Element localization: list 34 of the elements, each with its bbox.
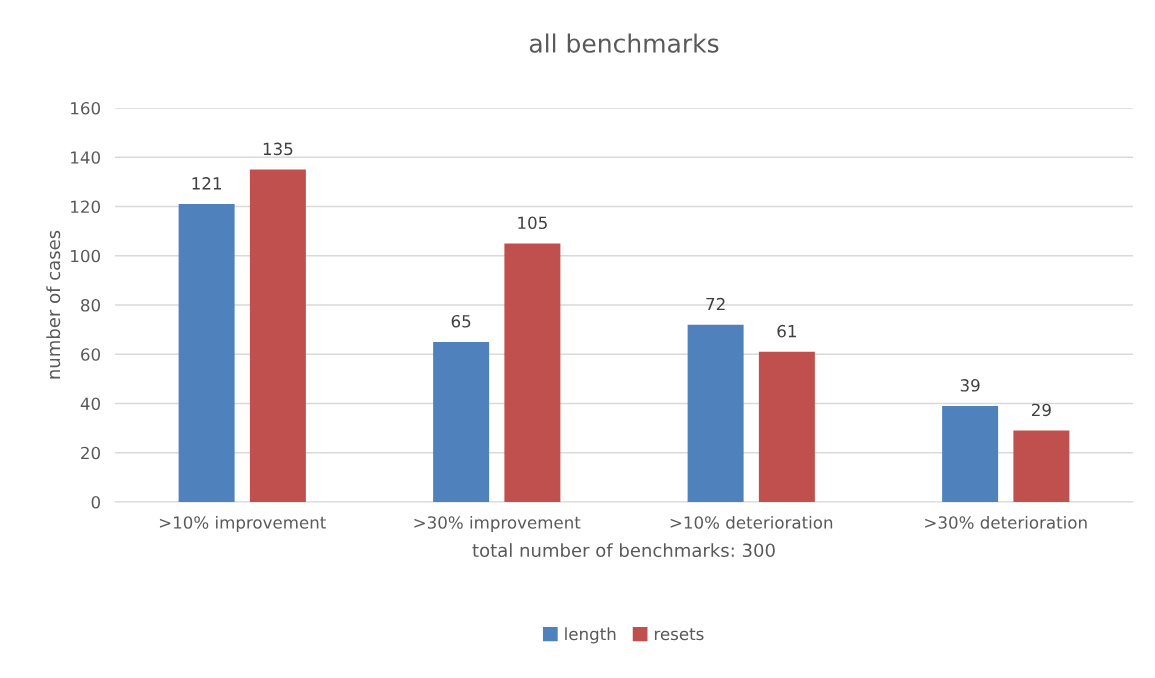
- x-tick-label: >10% improvement: [159, 515, 326, 533]
- x-axis-title: total number of benchmarks: 300: [472, 543, 775, 558]
- bar: [687, 324, 744, 502]
- data-label: 29: [1032, 403, 1051, 417]
- y-axis-title: number of cases: [46, 230, 61, 379]
- data-label: 39: [960, 379, 980, 392]
- y-tick-label: 0: [91, 495, 100, 509]
- bar: [249, 169, 306, 502]
- y-tick-label: 100: [71, 249, 100, 263]
- bar: [433, 341, 490, 502]
- y-tick-label: 60: [81, 348, 100, 361]
- y-tick-label: 40: [80, 397, 100, 411]
- data-label: 72: [706, 297, 725, 311]
- legend-label: resets: [654, 628, 704, 641]
- x-tick-label: >30% improvement: [414, 515, 581, 533]
- y-tick-label: 80: [81, 298, 100, 312]
- x-tick-label: >10% deterioration: [670, 515, 833, 529]
- data-label: 65: [451, 314, 471, 328]
- data-label: 61: [777, 324, 796, 338]
- data-label: 135: [263, 142, 293, 156]
- x-tick-label: >30% deterioration: [925, 515, 1087, 529]
- data-label: 121: [192, 177, 221, 190]
- bar: [178, 204, 235, 502]
- bar: [758, 351, 815, 502]
- y-tick-label: 120: [71, 200, 100, 214]
- bar: [1013, 430, 1070, 502]
- y-tick-label: 20: [81, 446, 100, 460]
- y-tick-label: 160: [71, 101, 100, 115]
- bar: [504, 243, 561, 502]
- legend-label: length: [565, 627, 616, 644]
- bar: [942, 405, 999, 502]
- data-label: 105: [518, 216, 547, 230]
- y-tick-label: 140: [71, 151, 100, 164]
- chart-title: all benchmarks: [529, 33, 719, 53]
